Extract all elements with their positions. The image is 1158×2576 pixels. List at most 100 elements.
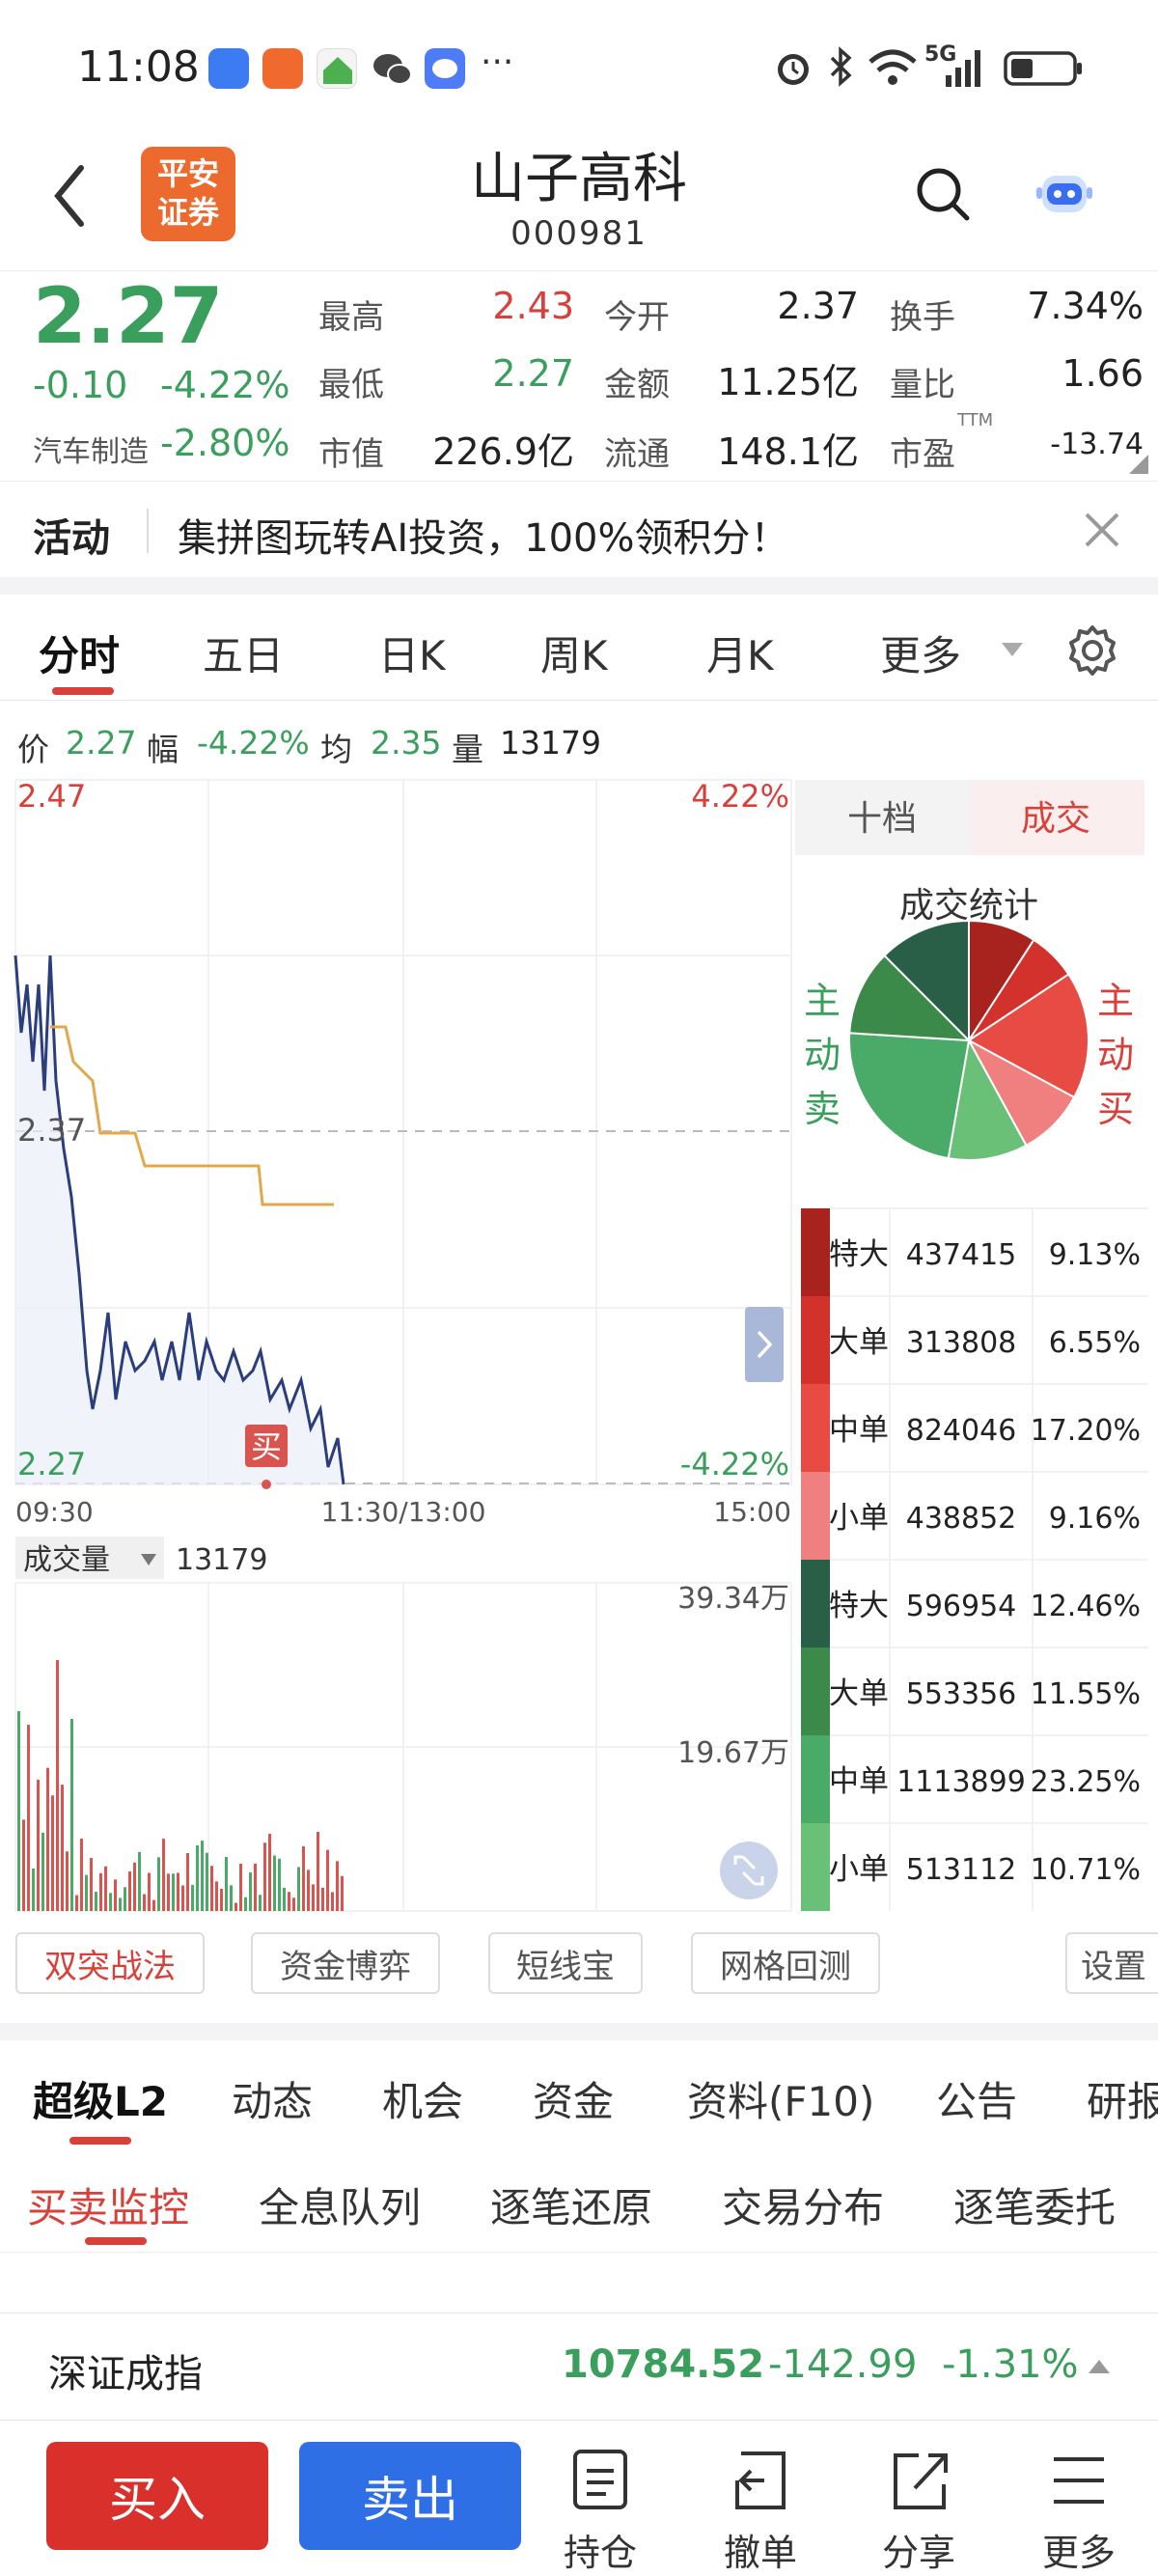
bottom-action-bar: 买入 卖出 持仓 撤单 分享 更多 <box>0 2423 1158 2574</box>
volume-bar <box>273 1855 276 1911</box>
volume-bar <box>259 1895 262 1911</box>
cancel-label: 撤单 <box>723 2532 797 2574</box>
vol-ratio-value: 1.66 <box>1062 352 1144 395</box>
volume-bar <box>95 1892 97 1911</box>
volume-bar <box>283 1887 286 1911</box>
deal-percent: 12.46% <box>1031 1590 1141 1623</box>
deal-category: 大单 <box>829 1676 889 1711</box>
activity-tag: 活动 <box>33 516 110 561</box>
settings-gear-icon[interactable] <box>1065 623 1119 678</box>
y-mid-label: 2.37 <box>17 1112 86 1149</box>
info-amp-label: 幅 <box>147 731 179 768</box>
volume-bar <box>162 1839 165 1911</box>
more-button[interactable]: 更多 <box>1021 2442 1137 2574</box>
tab-week-k[interactable]: 周K <box>540 632 608 679</box>
pct-top-label: 4.22% <box>691 778 789 815</box>
volume-bar <box>254 1863 257 1911</box>
share-button[interactable]: 分享 <box>861 2442 977 2574</box>
deal-color-bar <box>801 1472 830 1560</box>
volume-bar <box>317 1832 319 1911</box>
deal-category: 大单 <box>829 1325 889 1360</box>
y-bottom-label: 2.27 <box>17 1446 86 1482</box>
divider <box>147 509 149 553</box>
content-empty <box>0 2255 1158 2313</box>
volume-bar <box>85 1874 88 1911</box>
side-expand-button[interactable] <box>745 1307 784 1382</box>
strategy-capital-game[interactable]: 资金博弈 <box>251 1932 440 1994</box>
buy-button[interactable]: 买入 <box>46 2442 268 2550</box>
wechat-icon <box>371 48 412 89</box>
high-label: 最高 <box>318 298 384 337</box>
turnover-value: 7.34% <box>1027 285 1144 327</box>
deal-color-bar <box>801 1384 830 1472</box>
current-price: 2.27 <box>33 271 224 361</box>
volume-bar <box>70 1718 73 1911</box>
pie-slice <box>848 954 972 1042</box>
sector-name[interactable]: 汽车制造 <box>33 435 149 469</box>
caret-up-icon[interactable] <box>1087 2358 1112 2375</box>
y-top-label: 2.47 <box>17 778 86 815</box>
info-vol-label: 量 <box>452 731 483 768</box>
tab-intraday[interactable]: 分时 <box>39 632 121 679</box>
volume-bar <box>119 1897 122 1911</box>
tab-full-queue[interactable]: 全息队列 <box>259 2184 422 2231</box>
price-change-pct: -4.22% <box>160 364 290 406</box>
volume-bar <box>104 1866 107 1911</box>
volume-bar <box>230 1885 233 1911</box>
tab-tick-orders[interactable]: 逐笔委托 <box>953 2184 1117 2231</box>
volume-bar <box>263 1842 266 1911</box>
close-icon[interactable] <box>1083 511 1121 549</box>
intraday-chart[interactable]: 买 2.47 2.37 2.27 4.22% -4.22% 09:30 11:3… <box>0 772 1158 1921</box>
time-end: 15:00 <box>713 1496 791 1528</box>
tab-research[interactable]: 研报 <box>1087 2078 1158 2125</box>
strategy-short-line[interactable]: 短线宝 <box>488 1932 643 1994</box>
volume-selector[interactable] <box>15 1537 164 1579</box>
activity-banner[interactable]: 活动 集拼图玩转AI投资，100%领积分！ <box>0 481 1158 577</box>
share-label: 分享 <box>881 2532 955 2574</box>
tab-trade-monitor[interactable]: 买卖监控 <box>27 2184 190 2231</box>
volume-bar <box>206 1852 208 1911</box>
back-icon[interactable] <box>50 162 89 230</box>
tab-f10[interactable]: 资料(F10) <box>687 2078 875 2125</box>
tab-day-k[interactable]: 日K <box>378 632 446 679</box>
tab-super-l2[interactable]: 超级L2 <box>33 2078 168 2125</box>
expand-corner-icon[interactable] <box>1127 453 1150 476</box>
undo-icon <box>735 2451 786 2509</box>
sell-button[interactable]: 卖出 <box>299 2442 521 2550</box>
strategy-grid-backtest[interactable]: 网格回测 <box>691 1932 880 1994</box>
deal-volume: 437415 <box>906 1238 1017 1272</box>
index-ticker[interactable]: 深证成指 10784.52 -142.99 -1.31% <box>0 2313 1158 2421</box>
ai-robot-icon[interactable] <box>1033 162 1096 226</box>
volume-label: 成交量 <box>23 1543 110 1577</box>
fullscreen-button[interactable] <box>720 1842 778 1899</box>
tab-opportunity[interactable]: 机会 <box>382 2078 464 2125</box>
tab-capital[interactable]: 资金 <box>533 2078 615 2125</box>
tab-five-day[interactable]: 五日 <box>203 632 285 679</box>
tab-tick-replay[interactable]: 逐笔还原 <box>490 2184 653 2231</box>
hold-button[interactable]: 持仓 <box>542 2442 658 2574</box>
chart-area: 买 2.47 2.37 2.27 4.22% -4.22% 09:30 11:3… <box>0 772 1158 1921</box>
volume-bar <box>124 1887 126 1911</box>
deal-volume: 438852 <box>906 1502 1017 1536</box>
tab-news[interactable]: 动态 <box>232 2078 314 2125</box>
tab-more[interactable]: 更多 <box>880 632 962 679</box>
tab-trade-distribution[interactable]: 交易分布 <box>722 2184 885 2231</box>
info-avg: 2.35 <box>371 724 442 762</box>
strategy-settings[interactable]: 设置 <box>1065 1932 1158 1994</box>
tab-month-k[interactable]: 月K <box>706 632 774 679</box>
volume-bar <box>133 1862 136 1911</box>
volume-bar <box>27 1725 30 1911</box>
info-tabs: 超级L2 动态 机会 资金 资料(F10) 公告 研报 <box>0 2040 1158 2147</box>
strategy-double-breakout[interactable]: 双突战法 <box>15 1932 205 1994</box>
tab-announcements[interactable]: 公告 <box>936 2078 1018 2125</box>
search-icon[interactable] <box>913 164 973 224</box>
volume-bar <box>331 1892 334 1911</box>
volume-bars <box>17 1660 344 1911</box>
tab-deals[interactable]: 成交 <box>1021 799 1090 839</box>
dropdown-icon[interactable] <box>1000 641 1025 658</box>
tab-level10[interactable]: 十档 <box>847 799 917 839</box>
cancel-order-button[interactable]: 撤单 <box>703 2442 818 2574</box>
volume-bar <box>17 1710 20 1911</box>
fullscreen-icon <box>733 1855 764 1886</box>
volume-bar <box>278 1858 281 1911</box>
